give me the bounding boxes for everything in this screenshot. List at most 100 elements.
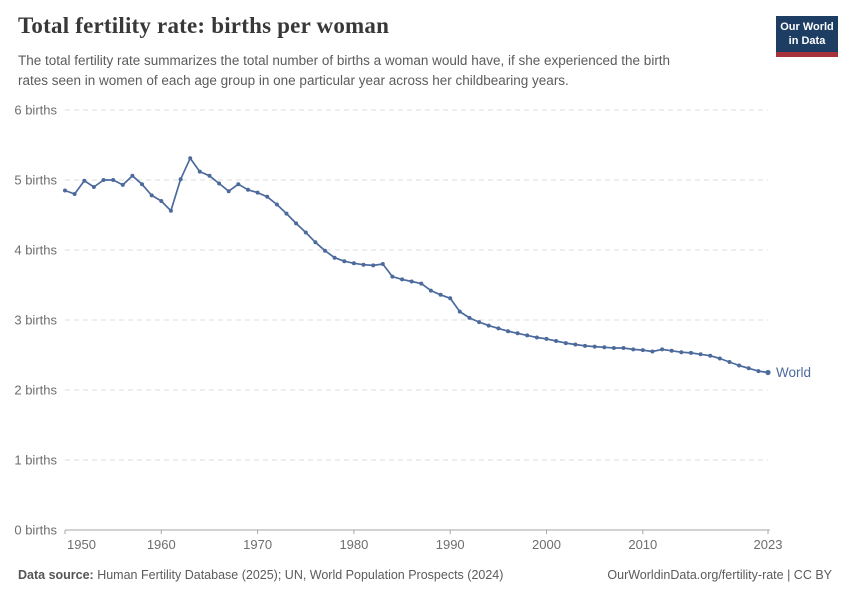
data-point — [631, 347, 636, 352]
x-tick-label: 2000 — [532, 537, 561, 552]
data-point — [380, 262, 385, 266]
data-point — [698, 352, 703, 357]
data-point — [274, 202, 279, 207]
data-point — [660, 347, 665, 352]
data-point — [737, 363, 742, 368]
x-tick-label: 1960 — [147, 537, 176, 552]
data-point — [101, 178, 106, 182]
data-point-last — [765, 369, 771, 376]
y-tick-label: 3 births — [14, 313, 57, 328]
x-tick-label: 1980 — [339, 537, 368, 552]
data-point — [448, 296, 453, 301]
x-tick-label: 2010 — [628, 537, 657, 552]
data-point — [640, 348, 645, 353]
y-tick-label: 4 births — [14, 243, 57, 258]
data-point — [602, 345, 607, 350]
data-point — [525, 333, 530, 338]
data-point — [746, 366, 751, 371]
data-point — [409, 279, 414, 284]
data-point — [727, 360, 732, 364]
data-point — [563, 341, 568, 346]
data-point — [111, 178, 116, 182]
data-point — [708, 353, 713, 358]
data-point — [467, 315, 472, 320]
data-source-label: Data source: — [18, 568, 94, 582]
data-point — [371, 263, 376, 268]
data-point — [159, 199, 164, 203]
owid-logo-line-2: in Data — [788, 35, 826, 48]
subtitle-line-2: rates seen in women of each age group in… — [18, 72, 569, 88]
data-point — [284, 211, 289, 216]
data-point — [82, 178, 87, 183]
data-point — [255, 190, 260, 195]
data-point — [515, 331, 520, 336]
y-tick-label: 1 births — [14, 453, 57, 468]
data-point — [63, 188, 67, 193]
data-point — [534, 335, 539, 340]
data-point — [168, 208, 173, 213]
data-point — [669, 348, 674, 353]
credit-link[interactable]: OurWorldinData.org/fertility-rate | CC B… — [607, 568, 832, 582]
data-point — [217, 181, 222, 186]
data-point — [188, 156, 193, 161]
data-point — [573, 342, 578, 347]
data-point — [486, 323, 491, 328]
data-point — [303, 230, 308, 235]
data-point — [178, 177, 183, 182]
data-point — [120, 182, 125, 187]
data-point — [679, 350, 684, 355]
owid-logo[interactable]: Our World in Data — [776, 16, 838, 57]
data-point — [226, 189, 231, 194]
world-line[interactable] — [64, 157, 769, 374]
data-point — [438, 292, 443, 297]
data-source-note: Data source: Human Fertility Database (2… — [18, 568, 503, 582]
subtitle-line-1: The total fertility rate summarizes the … — [18, 53, 671, 68]
y-tick-label: 2 births — [14, 383, 57, 398]
data-point — [592, 344, 597, 349]
data-point — [207, 173, 212, 178]
data-point — [197, 169, 202, 174]
y-tick-label: 5 births — [14, 173, 57, 188]
data-point — [149, 193, 154, 198]
data-point — [400, 277, 405, 282]
y-tick-label: 6 births — [14, 103, 57, 118]
data-point — [457, 309, 462, 314]
series-label-world[interactable]: World — [776, 365, 811, 380]
data-point — [361, 262, 366, 267]
x-tick-label: 1950 — [67, 537, 96, 552]
data-point — [72, 192, 77, 196]
data-point — [554, 339, 559, 343]
data-point — [428, 288, 433, 293]
data-point — [689, 350, 693, 355]
data-point — [650, 349, 655, 354]
data-point — [351, 261, 356, 266]
owid-logo-line-1: Our World — [780, 21, 834, 33]
data-point — [583, 343, 587, 348]
data-point — [313, 240, 318, 245]
data-point — [236, 182, 241, 187]
data-point — [506, 329, 510, 334]
data-point — [323, 248, 327, 253]
data-point — [342, 259, 347, 264]
data-point — [611, 346, 616, 350]
data-point — [419, 281, 424, 286]
data-point — [91, 185, 96, 189]
y-tick-label: 0 births — [14, 523, 57, 538]
data-point — [717, 356, 722, 361]
x-tick-label: 1990 — [436, 537, 465, 552]
data-point — [390, 274, 395, 279]
data-point — [246, 187, 250, 192]
data-point — [332, 255, 337, 260]
data-point — [294, 221, 299, 226]
data-point — [756, 369, 761, 374]
page-title: Total fertility rate: births per woman — [18, 13, 390, 38]
data-point — [130, 173, 135, 178]
data-point — [140, 182, 144, 187]
data-point — [621, 346, 626, 350]
x-tick-label: 1970 — [243, 537, 272, 552]
data-point — [477, 320, 482, 325]
data-source-text: Human Fertility Database (2025); UN, Wor… — [93, 568, 504, 582]
x-tick-label: 2023 — [754, 537, 783, 552]
